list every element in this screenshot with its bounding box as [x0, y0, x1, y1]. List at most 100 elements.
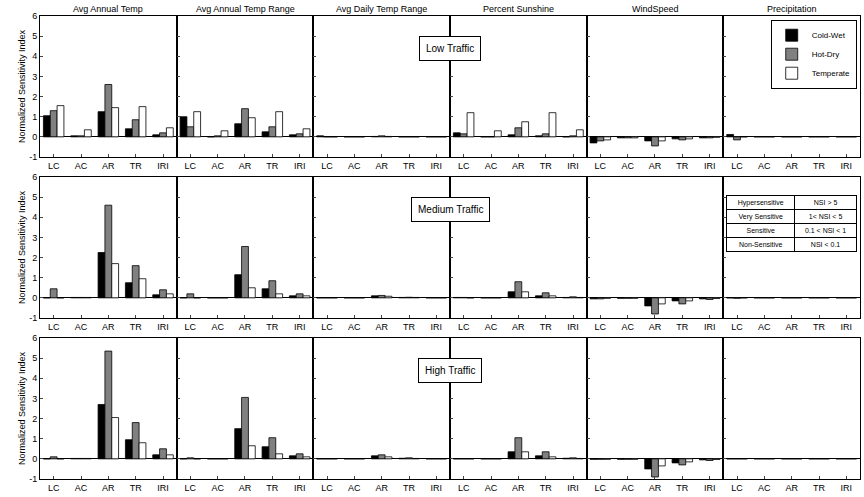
svg-text:IRI: IRI [431, 322, 443, 332]
svg-text:AC: AC [75, 161, 88, 171]
svg-text:TR: TR [266, 161, 278, 171]
svg-text:LC: LC [458, 322, 470, 332]
svg-text:AR: AR [512, 161, 525, 171]
svg-text:IRI: IRI [157, 161, 169, 171]
svg-text:AC: AC [211, 483, 224, 493]
svg-text:TR: TR [130, 161, 142, 171]
svg-text:AC: AC [348, 161, 361, 171]
svg-text:Temperate: Temperate [812, 69, 850, 78]
svg-text:AC: AC [485, 322, 498, 332]
svg-text:TR: TR [403, 161, 415, 171]
svg-text:LC: LC [185, 322, 197, 332]
svg-text:LC: LC [731, 161, 743, 171]
svg-text:TR: TR [813, 322, 825, 332]
svg-text:IRI: IRI [567, 483, 579, 493]
svg-text:IRI: IRI [294, 483, 306, 493]
svg-text:LC: LC [321, 322, 333, 332]
svg-text:AC: AC [348, 322, 361, 332]
svg-text:AC: AC [75, 483, 88, 493]
svg-text:IRI: IRI [431, 483, 443, 493]
svg-text:Normalized Sensitivity Index: Normalized Sensitivity Index [17, 190, 27, 304]
svg-text:TR: TR [676, 322, 688, 332]
svg-text:IRI: IRI [841, 483, 853, 493]
svg-text:5: 5 [32, 31, 37, 41]
svg-text:AR: AR [102, 322, 115, 332]
svg-text:IRI: IRI [294, 322, 306, 332]
svg-text:Normalized Sensitivity Index: Normalized Sensitivity Index [17, 29, 27, 143]
svg-text:AC: AC [75, 322, 88, 332]
svg-text:Avg Annual Temp: Avg Annual Temp [73, 4, 143, 14]
svg-text:AR: AR [785, 161, 798, 171]
svg-text:LC: LC [595, 161, 607, 171]
svg-text:AR: AR [785, 483, 798, 493]
svg-text:-1: -1 [29, 152, 37, 162]
svg-text:TR: TR [403, 322, 415, 332]
svg-text:IRI: IRI [431, 161, 443, 171]
svg-text:LC: LC [321, 161, 333, 171]
svg-text:High Traffic: High Traffic [425, 365, 475, 376]
svg-text:Medium Traffic: Medium Traffic [418, 204, 483, 215]
svg-text:0: 0 [32, 132, 37, 142]
svg-text:3: 3 [32, 72, 37, 82]
svg-text:IRI: IRI [841, 161, 853, 171]
svg-text:Precipitation: Precipitation [767, 4, 817, 14]
svg-text:2: 2 [32, 414, 37, 424]
svg-text:TR: TR [266, 483, 278, 493]
svg-text:AR: AR [512, 322, 525, 332]
svg-text:TR: TR [266, 322, 278, 332]
svg-text:0: 0 [32, 293, 37, 303]
svg-text:TR: TR [676, 483, 688, 493]
svg-text:2: 2 [32, 253, 37, 263]
svg-text:1: 1 [32, 273, 37, 283]
svg-text:AC: AC [621, 322, 634, 332]
svg-text:IRI: IRI [704, 161, 716, 171]
svg-text:IRI: IRI [567, 322, 579, 332]
svg-text:AC: AC [348, 483, 361, 493]
svg-text:Cold-Wet: Cold-Wet [812, 31, 846, 40]
svg-text:Avg Annual Temp Range: Avg Annual Temp Range [196, 4, 295, 14]
svg-text:AR: AR [375, 322, 388, 332]
svg-text:6: 6 [32, 11, 37, 21]
svg-text:LC: LC [458, 483, 470, 493]
svg-text:AR: AR [649, 322, 662, 332]
svg-text:TR: TR [540, 161, 552, 171]
svg-text:5: 5 [32, 192, 37, 202]
svg-text:LC: LC [595, 483, 607, 493]
svg-text:AR: AR [102, 161, 115, 171]
svg-text:AC: AC [485, 161, 498, 171]
svg-text:Hot-Dry: Hot-Dry [812, 50, 840, 59]
svg-text:AR: AR [785, 322, 798, 332]
svg-text:6: 6 [32, 172, 37, 182]
svg-text:AC: AC [758, 483, 771, 493]
svg-text:-1: -1 [29, 313, 37, 323]
svg-text:IRI: IRI [157, 322, 169, 332]
svg-text:AR: AR [375, 483, 388, 493]
svg-text:AC: AC [211, 161, 224, 171]
svg-text:LC: LC [185, 483, 197, 493]
svg-text:LC: LC [731, 322, 743, 332]
svg-text:AR: AR [239, 322, 252, 332]
svg-text:TR: TR [676, 161, 688, 171]
svg-text:3: 3 [32, 394, 37, 404]
svg-text:IRI: IRI [841, 322, 853, 332]
svg-text:AC: AC [758, 161, 771, 171]
svg-text:LC: LC [458, 161, 470, 171]
svg-text:1: 1 [32, 434, 37, 444]
svg-text:1: 1 [32, 112, 37, 122]
svg-text:TR: TR [540, 483, 552, 493]
svg-text:AR: AR [102, 483, 115, 493]
svg-text:AR: AR [239, 483, 252, 493]
svg-text:WindSpeed: WindSpeed [632, 4, 679, 14]
svg-text:AC: AC [211, 322, 224, 332]
svg-text:LC: LC [321, 483, 333, 493]
svg-text:4: 4 [32, 212, 37, 222]
svg-text:Low Traffic: Low Traffic [426, 43, 474, 54]
svg-text:4: 4 [32, 51, 37, 61]
svg-text:5: 5 [32, 353, 37, 363]
svg-text:TR: TR [813, 483, 825, 493]
svg-text:AR: AR [649, 483, 662, 493]
svg-text:TR: TR [130, 322, 142, 332]
svg-text:Percent Sunshine: Percent Sunshine [483, 4, 554, 14]
svg-text:IRI: IRI [704, 483, 716, 493]
svg-text:LC: LC [185, 161, 197, 171]
